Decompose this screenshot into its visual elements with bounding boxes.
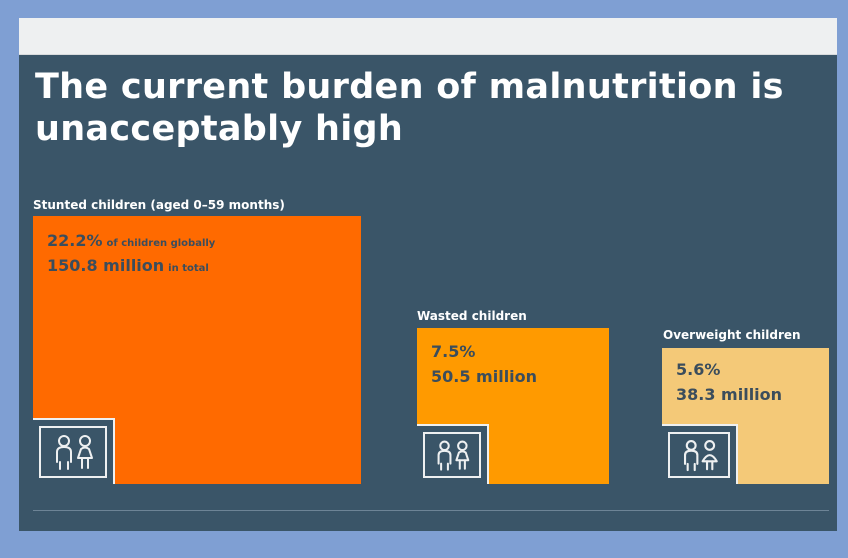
stunted-icon-box — [33, 418, 115, 484]
infographic-panel: The current burden of malnutrition is un… — [19, 18, 837, 531]
overweight-icon-frame — [668, 432, 730, 478]
overweight-percent: 5.6% — [676, 360, 721, 379]
two-children-icon — [437, 440, 470, 471]
stunted-label: Stunted children (aged 0–59 months) — [33, 198, 285, 212]
two-children-icon — [683, 439, 718, 472]
wasted-block: 7.5% 50.5 million — [417, 328, 609, 484]
overweight-percent-line: 5.6% — [676, 360, 724, 379]
wasted-millions: 50.5 million — [431, 367, 538, 386]
stunted-percent-suffix: of children globally — [106, 238, 216, 249]
overweight-millions-line: 38.3 million — [676, 385, 786, 404]
wasted-percent-line: 7.5% — [431, 342, 479, 361]
two-children-icon — [56, 435, 93, 470]
stunted-millions-line: 150.8 million in total — [47, 256, 209, 275]
wasted-millions-line: 50.5 million — [431, 367, 541, 386]
stunted-millions-suffix: in total — [168, 263, 209, 274]
overweight-millions: 38.3 million — [676, 385, 783, 404]
top-strip — [19, 18, 837, 55]
chart-title: The current burden of malnutrition is un… — [35, 67, 784, 149]
bottom-rule — [33, 510, 829, 511]
overweight-label: Overweight children — [663, 328, 801, 342]
stunted-block: 22.2% of children globally 150.8 million i… — [33, 216, 361, 484]
wasted-icon-box — [417, 424, 489, 484]
stunted-icon-frame — [39, 426, 107, 478]
stunted-percent-line: 22.2% of children globally — [47, 231, 215, 250]
wasted-icon-frame — [423, 432, 481, 478]
overweight-icon-box — [662, 424, 738, 484]
wasted-label: Wasted children — [417, 309, 527, 323]
stunted-percent: 22.2% — [47, 231, 103, 250]
overweight-block: 5.6% 38.3 million — [662, 348, 829, 484]
wasted-percent: 7.5% — [431, 342, 476, 361]
stunted-millions: 150.8 million — [47, 256, 165, 275]
